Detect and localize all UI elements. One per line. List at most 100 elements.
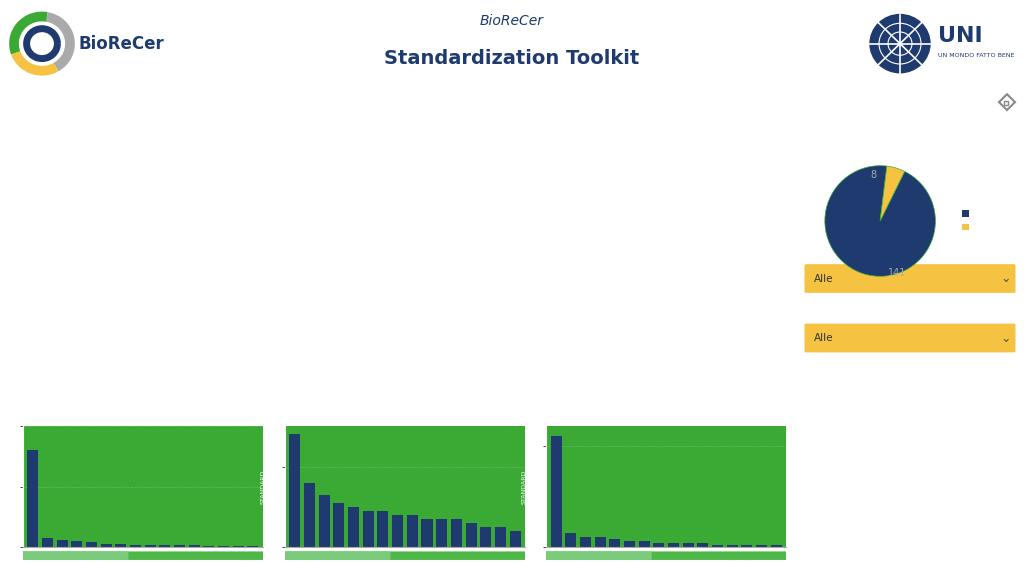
- Text: TITLE: TITLE: [808, 313, 838, 323]
- Text: BIO: BIO: [62, 189, 73, 194]
- Bar: [436, 519, 447, 547]
- Bar: [639, 541, 649, 547]
- Circle shape: [870, 15, 930, 73]
- Bar: [160, 545, 170, 547]
- Bar: [551, 436, 561, 547]
- Text: Standard: Standard: [884, 489, 941, 502]
- Bar: [756, 545, 767, 547]
- Bar: [72, 541, 82, 547]
- Bar: [188, 545, 200, 547]
- Text: ⌄: ⌄: [1000, 272, 1012, 285]
- Bar: [741, 545, 753, 547]
- Text: Standardization Toolkit: Standardization Toolkit: [384, 48, 640, 68]
- Bar: [116, 544, 126, 547]
- Bar: [668, 543, 679, 547]
- Bar: [580, 537, 591, 547]
- Text: European Technical Committee: European Technical Committee: [23, 413, 180, 422]
- Bar: [407, 515, 418, 547]
- Text: STATUS: STATUS: [808, 95, 850, 105]
- FancyBboxPatch shape: [17, 551, 128, 560]
- Bar: [42, 538, 53, 547]
- Bar: [362, 511, 374, 547]
- Text: PRODUCT USE: PRODUCT USE: [437, 279, 479, 284]
- Text: CIRCULAR ECONOMY STRAT...: CIRCULAR ECONOMY STRAT...: [157, 189, 244, 194]
- Text: DESIGN: DESIGN: [573, 189, 596, 194]
- Bar: [565, 533, 577, 547]
- Text: International Technical Committee: International Technical Committee: [285, 413, 461, 422]
- Bar: [451, 519, 462, 547]
- Text: BioReCer: BioReCer: [480, 14, 544, 28]
- FancyBboxPatch shape: [280, 551, 530, 560]
- Bar: [653, 543, 665, 547]
- Circle shape: [469, 138, 477, 148]
- Bar: [712, 545, 723, 547]
- Bar: [317, 230, 327, 239]
- Bar: [290, 434, 300, 547]
- Bar: [130, 545, 141, 547]
- Text: PRODUCT COMPARISON: PRODUCT COMPARISON: [293, 279, 364, 284]
- Bar: [609, 539, 621, 547]
- FancyBboxPatch shape: [805, 264, 1016, 293]
- Text: TRACEABILITY SYSTEMS: TRACEABILITY SYSTEMS: [33, 365, 103, 370]
- Wedge shape: [825, 166, 935, 276]
- Text: ⌄: ⌄: [1000, 332, 1012, 345]
- Bar: [495, 527, 506, 547]
- Text: BioReCer: BioReCer: [78, 35, 164, 52]
- Wedge shape: [881, 166, 904, 221]
- Text: 8: 8: [870, 169, 877, 180]
- Bar: [727, 545, 737, 547]
- Text: RECYCLING: RECYCLING: [568, 279, 602, 284]
- Text: ENVIRONMENTAL MANAGEM...: ENVIRONMENTAL MANAGEM...: [669, 189, 758, 194]
- Text: Alle: Alle: [814, 333, 834, 343]
- Bar: [697, 543, 709, 547]
- Text: DATA EXCHANGE FORMAT: DATA EXCHANGE FORMAT: [290, 189, 366, 194]
- Bar: [392, 515, 403, 547]
- Bar: [449, 232, 467, 250]
- Text: DECISION SUPPORT FRAME...: DECISION SUPPORT FRAME...: [416, 189, 501, 194]
- Bar: [248, 546, 258, 547]
- Bar: [100, 544, 112, 547]
- Bar: [510, 531, 520, 547]
- FancyBboxPatch shape: [805, 324, 1016, 352]
- Bar: [144, 545, 156, 547]
- Bar: [86, 542, 97, 547]
- FancyBboxPatch shape: [541, 551, 651, 560]
- Bar: [232, 546, 244, 547]
- Text: National Technical Committee: National Technical Committee: [546, 413, 698, 422]
- Y-axis label: STANDARD: STANDARD: [260, 470, 265, 504]
- Bar: [204, 546, 214, 547]
- Bar: [466, 523, 476, 547]
- Legend: Current, Work i...: Current, Work i...: [961, 208, 1015, 234]
- Bar: [334, 503, 344, 547]
- Bar: [480, 527, 492, 547]
- Bar: [56, 540, 68, 547]
- Text: 149: 149: [874, 447, 949, 481]
- Bar: [174, 545, 185, 547]
- FancyBboxPatch shape: [280, 551, 390, 560]
- Bar: [330, 230, 339, 239]
- Bar: [595, 537, 605, 547]
- FancyBboxPatch shape: [17, 551, 268, 560]
- Bar: [318, 495, 330, 547]
- Bar: [378, 511, 388, 547]
- Text: MANUFACTURING: MANUFACTURING: [174, 279, 225, 284]
- Text: 141: 141: [888, 268, 906, 278]
- Circle shape: [580, 142, 591, 153]
- Circle shape: [27, 29, 57, 59]
- Text: KEYWORDS: KEYWORDS: [808, 254, 870, 264]
- Bar: [28, 450, 38, 547]
- Y-axis label: STANDARD: STANDARD: [521, 470, 526, 504]
- Text: FOOD SAFETY: FOOD SAFETY: [47, 279, 88, 284]
- Text: UNI: UNI: [938, 26, 983, 46]
- Bar: [683, 543, 693, 547]
- Bar: [348, 507, 359, 547]
- Bar: [1004, 101, 1008, 105]
- FancyBboxPatch shape: [541, 551, 792, 560]
- Text: UN MONDO FATTO BENE: UN MONDO FATTO BENE: [938, 53, 1015, 58]
- Bar: [218, 546, 229, 547]
- Bar: [624, 541, 635, 547]
- Bar: [771, 545, 781, 547]
- Text: Alle: Alle: [814, 274, 834, 284]
- Bar: [422, 519, 432, 547]
- Text: ?: ?: [16, 99, 24, 111]
